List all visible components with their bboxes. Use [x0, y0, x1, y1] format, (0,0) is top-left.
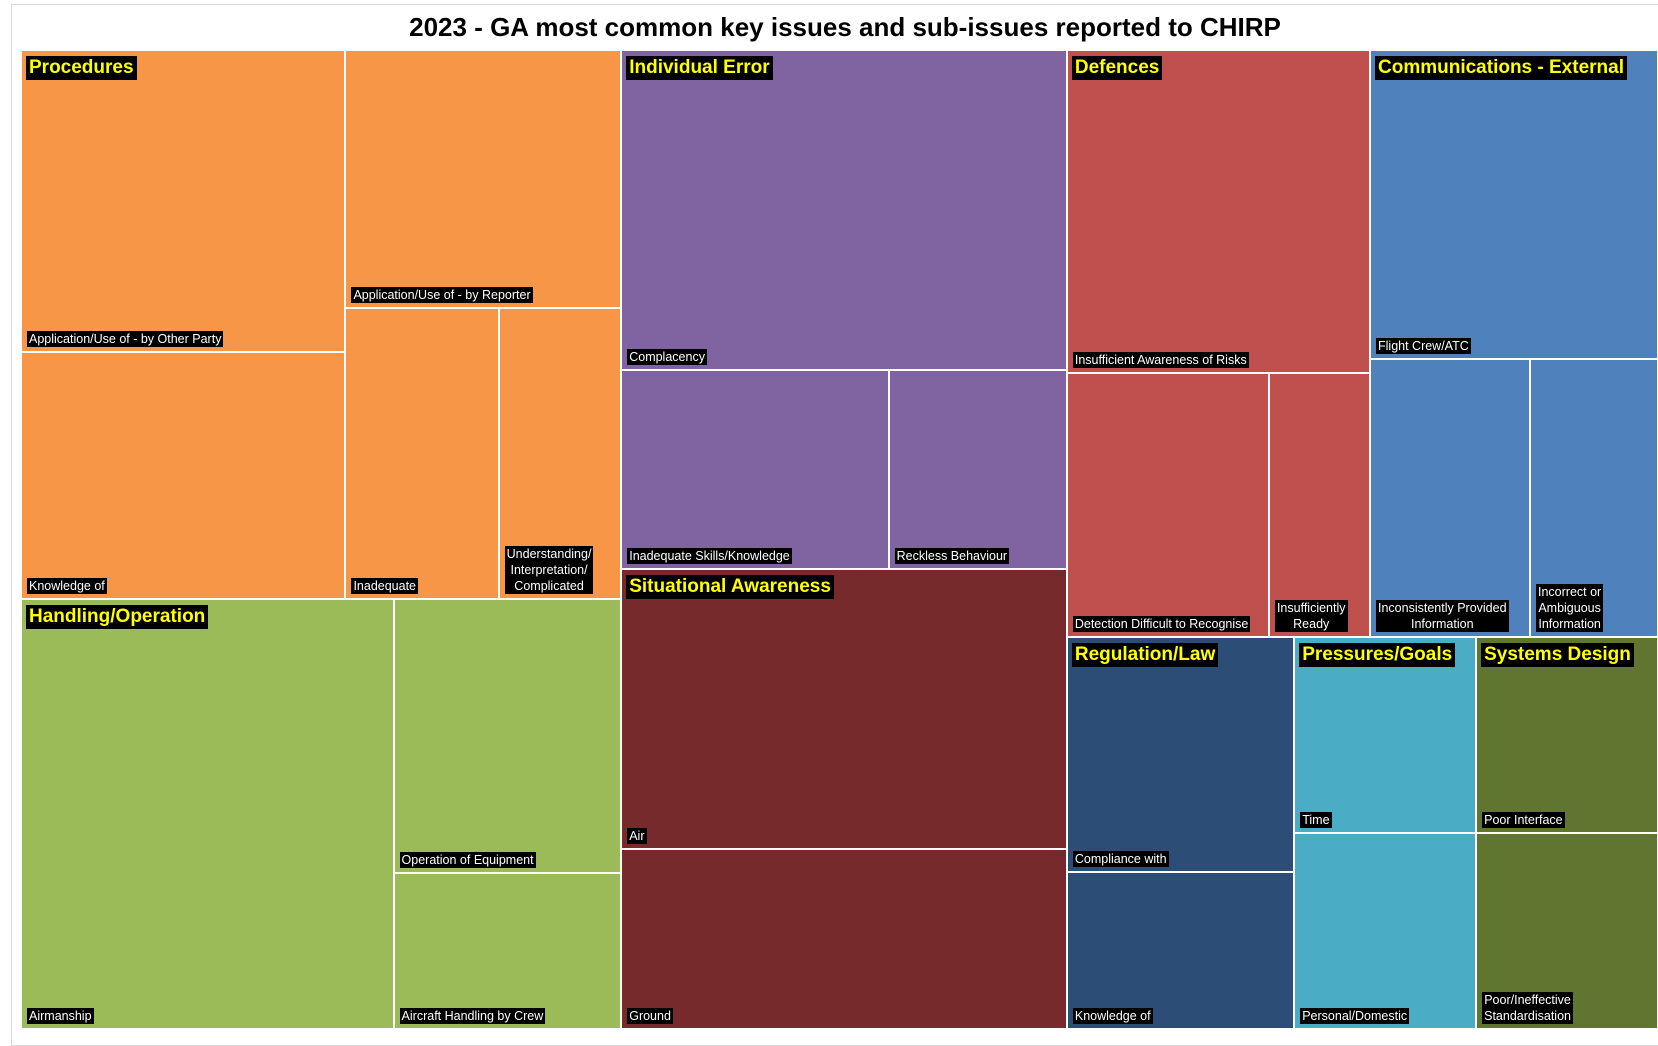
treemap-cell: Inadequate — [345, 308, 499, 599]
treemap-cell: Complacency — [621, 50, 1067, 370]
cell-label: Air — [627, 828, 647, 845]
group-label: Pressures/Goals — [1299, 643, 1456, 668]
cell-label: Detection Difficult to Recognise — [1072, 616, 1251, 633]
treemap-cell: Flight Crew/ATC — [1370, 50, 1658, 360]
cell-label: Poor/Ineffective Standardisation — [1482, 991, 1573, 1024]
treemap-cell: Insufficient Awareness of Risks — [1066, 50, 1370, 374]
cell-label: Operation of Equipment — [399, 851, 536, 868]
chart-title: 2023 - GA most common key issues and sub… — [409, 12, 1281, 42]
cell-label: Inconsistently Provided Information — [1376, 600, 1509, 633]
treemap-cell: Knowledge of — [1066, 872, 1295, 1029]
cell-label: Application/Use of - by Reporter — [351, 287, 533, 304]
cell-label: Knowledge of — [27, 577, 107, 594]
treemap-cell: Inconsistently Provided Information — [1370, 359, 1530, 638]
treemap-cell: Application/Use of - by Other Party — [21, 50, 346, 352]
cell-label: Complacency — [627, 348, 707, 365]
cell-label: Personal/Domestic — [1300, 1007, 1410, 1024]
group-label: Systems Design — [1481, 643, 1634, 668]
group-label: Communications - External — [1375, 56, 1627, 80]
cell-label: Poor Interface — [1482, 812, 1565, 829]
cell-label: Insufficiently Ready — [1274, 600, 1348, 633]
treemap-cell: Poor/Ineffective Standardisation — [1476, 833, 1658, 1029]
cell-label: Inadequate — [351, 577, 418, 594]
group-label: Handling/Operation — [26, 604, 209, 629]
cell-label: Compliance with — [1072, 851, 1169, 868]
group-label: Situational Awareness — [626, 575, 834, 600]
treemap-cell: Understanding/ Interpretation/ Complicat… — [498, 308, 622, 599]
treemap-cell: Ground — [621, 849, 1067, 1029]
treemap-cell: Air — [621, 569, 1067, 850]
treemap-cell: Inadequate Skills/Knowledge — [621, 369, 889, 570]
treemap-cell: Insufficiently Ready — [1268, 373, 1370, 638]
cell-label: Reckless Behaviour — [894, 548, 1010, 565]
group-label: Regulation/Law — [1071, 643, 1219, 668]
cell-label: Time — [1300, 812, 1332, 829]
treemap-cell: Compliance with — [1066, 637, 1295, 873]
treemap-cell: Knowledge of — [21, 351, 346, 599]
treemap-cell: Detection Difficult to Recognise — [1066, 373, 1269, 638]
cell-label: Aircraft Handling by Crew — [399, 1007, 546, 1024]
cell-label: Ground — [627, 1007, 673, 1024]
cell-label: Airmanship — [27, 1007, 94, 1024]
group-label: Procedures — [26, 56, 137, 80]
cell-label: Incorrect or Ambiguous Information — [1536, 584, 1604, 633]
cell-label: Insufficient Awareness of Risks — [1072, 352, 1249, 369]
group-label: Individual Error — [626, 56, 773, 80]
treemap-cell: Reckless Behaviour — [888, 369, 1067, 570]
cell-label: Inadequate Skills/Knowledge — [627, 548, 792, 565]
treemap-cell: Time — [1294, 637, 1477, 834]
treemap-cell: Personal/Domestic — [1294, 833, 1477, 1029]
cell-label: Knowledge of — [1072, 1007, 1153, 1024]
treemap-cell: Application/Use of - by Reporter — [345, 50, 622, 309]
treemap-cell: Operation of Equipment — [393, 598, 622, 873]
treemap-cell: Poor Interface — [1476, 637, 1658, 834]
treemap-cell: Airmanship — [21, 598, 394, 1029]
treemap-cell: Incorrect or Ambiguous Information — [1530, 359, 1658, 638]
treemap-cell: Aircraft Handling by Crew — [393, 872, 622, 1029]
cell-label: Understanding/ Interpretation/ Complicat… — [504, 545, 594, 594]
group-label: Defences — [1071, 56, 1163, 80]
cell-label: Application/Use of - by Other Party — [27, 330, 224, 347]
cell-label: Flight Crew/ATC — [1376, 338, 1471, 355]
plot-area: Application/Use of - by Other Party Knowl… — [21, 50, 1658, 1029]
